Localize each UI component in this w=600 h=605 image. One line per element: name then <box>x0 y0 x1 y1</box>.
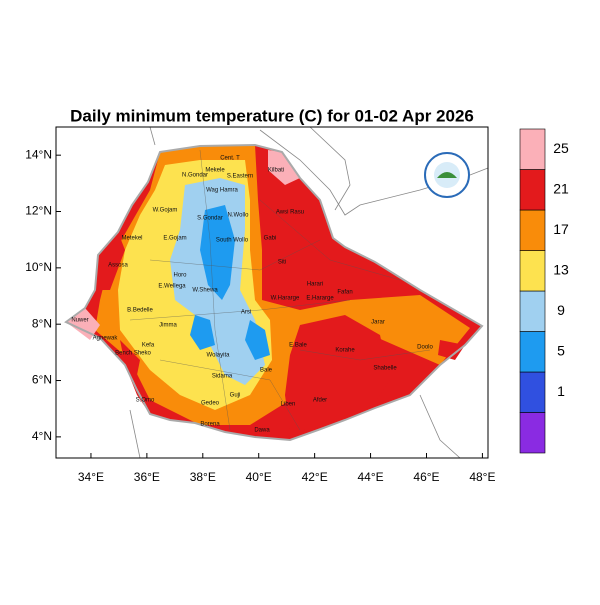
map-title: Daily minimum temperature (C) for 01-02 … <box>70 106 474 125</box>
zone-label: South Wollo <box>216 238 249 244</box>
colorbar-box <box>519 331 546 373</box>
colorbar-box <box>519 169 546 211</box>
zone-label: Korahe <box>335 348 355 354</box>
temperature-region <box>95 232 125 290</box>
zone-label: Shabelle <box>373 366 397 372</box>
temperature-region <box>245 320 270 360</box>
zone-label: Cent. T <box>220 156 240 162</box>
zone-label: Gedeo <box>201 401 220 407</box>
zone-label: Arsi <box>241 310 251 316</box>
colorbar: 1 5 9 13 17 21 25 <box>519 128 569 454</box>
zone-label: N.Gondar <box>182 173 208 179</box>
logo <box>424 152 470 198</box>
zone-label: Kefa <box>142 343 155 349</box>
colorbar-label: 25 <box>553 140 569 156</box>
border-line <box>149 126 156 146</box>
temperature-region <box>120 340 150 414</box>
temperature-region <box>268 150 300 185</box>
admin-boundary <box>159 359 301 431</box>
x-tick-label: 46°E <box>413 470 439 484</box>
zone-label: Doolo <box>417 345 433 351</box>
zone-label: Liben <box>281 402 296 408</box>
colorbar-box <box>519 412 546 454</box>
y-tick-label: 10°N <box>25 260 52 274</box>
zone-label: Siti <box>278 260 286 266</box>
zone-label: S.Eastern <box>227 174 253 180</box>
admin-boundary <box>299 349 431 361</box>
colorbar-box <box>519 209 546 251</box>
admin-boundary <box>149 239 321 271</box>
zone-label: Wolayita <box>207 353 231 359</box>
temperature-region <box>285 315 390 432</box>
zone-label: B.Bedelle <box>127 308 153 314</box>
y-tick-label: 6°N <box>32 373 52 387</box>
zone-label: W.Gojam <box>153 208 178 214</box>
colorbar-box <box>519 250 546 292</box>
country-outline <box>64 143 484 442</box>
zone-label: Jarar <box>371 320 385 326</box>
coastline <box>419 394 461 459</box>
zone-label: Agnewak <box>93 336 119 342</box>
zone-label: S.Gondar <box>197 216 223 222</box>
zone-label: Wag Hamra <box>206 188 238 194</box>
colorbar-box <box>519 371 546 413</box>
zone-label: Jimma <box>159 323 177 329</box>
y-tick-label: 8°N <box>32 316 52 330</box>
zone-label: Fafan <box>337 290 352 296</box>
zone-label: Bench Sheko <box>115 351 151 357</box>
border-line <box>309 126 351 211</box>
zone-label: Assosa <box>108 263 128 269</box>
zone-label: W.Hararge <box>271 296 300 302</box>
colorbar-label: 9 <box>557 302 565 318</box>
x-tick-label: 42°E <box>302 470 328 484</box>
map-frame <box>55 126 489 459</box>
temperature-region <box>438 340 465 360</box>
zone-label: Gabi <box>264 236 277 242</box>
zone-label: N.Wollo <box>228 213 250 219</box>
logo-hill <box>437 172 457 178</box>
zone-label: Metekel <box>121 236 142 242</box>
zone-label: Horo <box>173 273 187 279</box>
admin-boundary <box>259 199 401 281</box>
x-tick-label: 44°E <box>357 470 383 484</box>
colorbar-box <box>519 128 546 170</box>
zone-label: Kilbati <box>268 168 284 174</box>
zone-label: Borena <box>200 422 220 428</box>
zone-label: Nuwer <box>71 318 88 324</box>
zone-label: Mekele <box>205 168 225 174</box>
x-tick-label: 48°E <box>469 470 495 484</box>
border-line <box>129 409 141 459</box>
zone-label: Bale <box>260 368 273 374</box>
zone-label: E.Wellega <box>158 284 186 290</box>
y-tick-label: 4°N <box>32 429 52 443</box>
x-tick-label: 34°E <box>78 470 104 484</box>
colorbar-label: 17 <box>553 221 569 237</box>
zone-label: E.Hararge <box>306 296 334 302</box>
zone-label: Harari <box>307 282 323 288</box>
admin-boundary <box>129 299 351 321</box>
admin-boundary <box>199 149 231 431</box>
zone-label: Guji <box>230 393 241 399</box>
colorbar-label: 1 <box>557 383 565 399</box>
zone-label: Dawa <box>254 428 270 434</box>
x-tick-label: 40°E <box>246 470 272 484</box>
temperature-region <box>190 315 215 350</box>
colorbar-label: 5 <box>557 342 565 358</box>
x-tick-label: 38°E <box>190 470 216 484</box>
y-tick-label: 14°N <box>25 147 52 161</box>
zone-label: Awsi Rasu <box>276 210 304 216</box>
zone-label: E.Gojam <box>163 236 186 242</box>
x-tick-label: 36°E <box>134 470 160 484</box>
zone-label: Sidama <box>212 374 233 380</box>
zone-label: S.Omo <box>136 398 155 404</box>
zone-label: W.Shewa <box>192 288 218 294</box>
colorbar-box <box>519 290 546 332</box>
colorbar-label: 21 <box>553 180 569 196</box>
colorbar-label: 13 <box>553 261 569 277</box>
y-tick-label: 12°N <box>25 204 52 218</box>
zone-label: E.Bale <box>289 343 307 349</box>
zone-label: Afder <box>313 398 327 404</box>
